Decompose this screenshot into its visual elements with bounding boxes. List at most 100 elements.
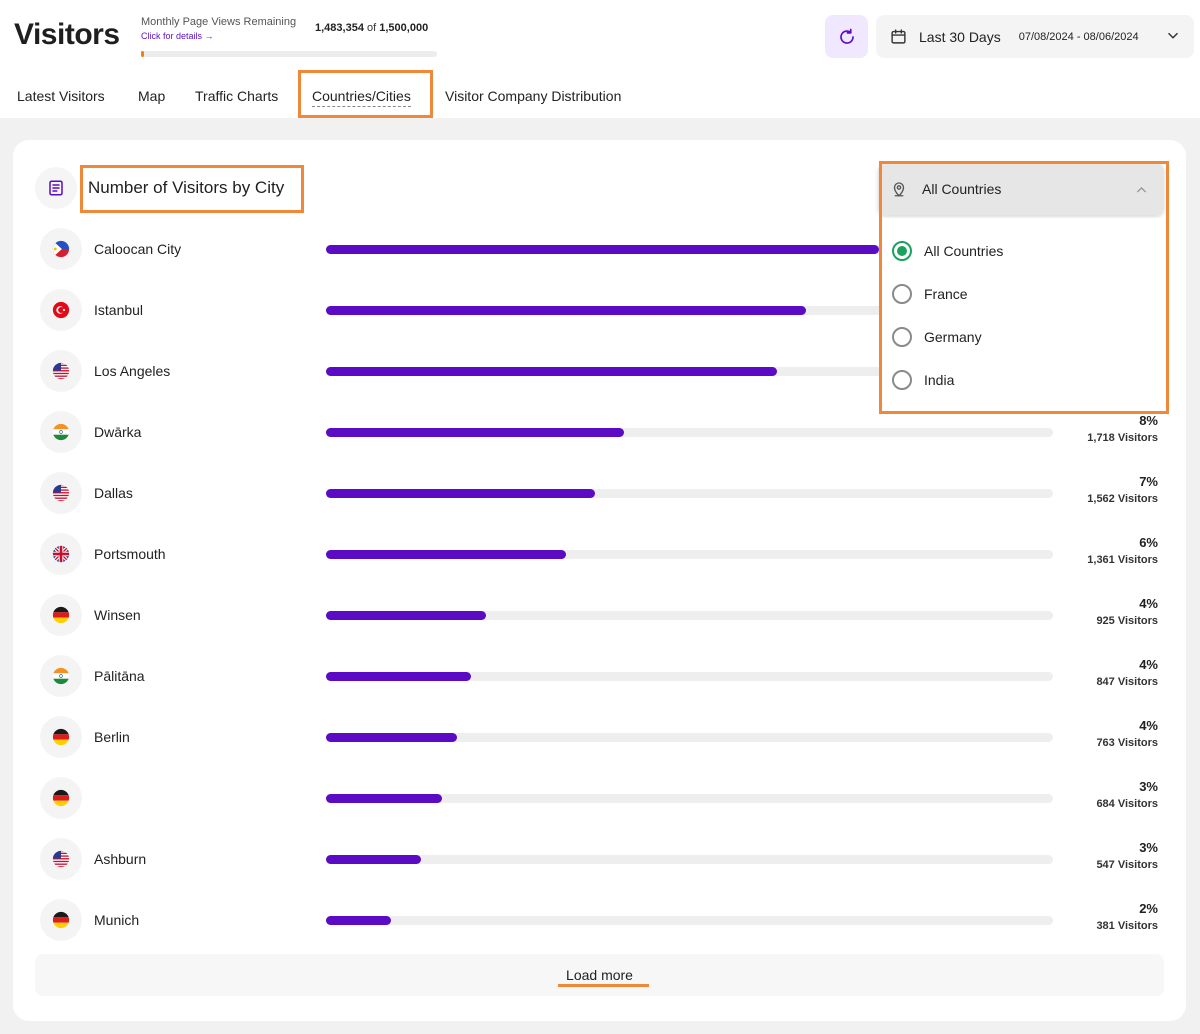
date-range-picker[interactable]: Last 30 Days 07/08/2024 - 08/06/2024 [876,15,1194,58]
city-bar-fill [326,489,595,498]
city-bar-track [326,794,1053,803]
city-bar-fill [326,733,457,742]
city-bar-fill [326,916,392,925]
city-bar-fill [326,550,566,559]
city-name: Istanbul [94,302,144,318]
country-filter-highlight [879,161,1169,414]
city-bar-fill [326,367,777,376]
country-option-france[interactable]: France [892,282,968,306]
city-name: Los Angeles [94,363,171,379]
usa-flag-icon [52,850,70,868]
city-name: Dallas [94,485,133,501]
city-visitors: 684 Visitors [1096,798,1158,810]
quota-progress-bar [141,51,437,57]
refresh-button[interactable] [825,15,868,58]
india-flag-icon [52,667,70,685]
city-row: Pālitāna 4% 847 Visitors [0,655,1200,716]
city-row: Berlin 4% 763 Visitors [0,716,1200,777]
city-row: Dallas 7% 1,562 Visitors [0,472,1200,533]
tab-visitor-company-distribution[interactable]: Visitor Company Distribution [445,88,622,104]
city-name: Dwārka [94,424,142,440]
germany-flag-icon [52,728,70,746]
city-bar-track [326,428,1053,437]
city-row: Munich 2% 381 Visitors [0,899,1200,960]
header: Visitors Monthly Page Views Remaining Cl… [0,0,1200,118]
report-icon [49,180,63,196]
germany-flag-icon [52,789,70,807]
tab-traffic-charts[interactable]: Traffic Charts [195,88,279,104]
radio-india[interactable] [892,370,912,390]
flag-badge [40,289,82,331]
city-percent: 7% [1139,474,1158,489]
germany-flag-icon [52,911,70,929]
quota-used: 1,483,354 [315,22,364,34]
flag-badge [40,350,82,392]
load-more-highlight [558,984,649,987]
city-bar-track [326,306,1053,315]
city-row: Winsen 4% 925 Visitors [0,594,1200,655]
chevron-up-icon [1137,187,1146,193]
city-row: Los Angeles [0,350,1200,411]
city-row: Dwārka 8% 1,718 Visitors [0,411,1200,472]
quota-value: 1,483,354 of 1,500,000 [315,22,428,34]
date-range-label: Last 30 Days [919,28,1001,45]
city-name: Portsmouth [94,546,166,562]
city-bar-track [326,672,1053,681]
city-bar-fill [326,611,486,620]
refresh-icon [839,28,854,44]
quota-progress-fill [141,51,145,57]
country-option-all-countries[interactable]: All Countries [892,239,1003,263]
tab-countries-cities[interactable]: Countries/Cities [312,88,411,107]
city-bar-fill [326,306,806,315]
city-visitors: 1,562 Visitors [1087,493,1158,505]
country-option-india[interactable]: India [892,368,954,392]
location-pin-icon [893,182,905,197]
active-tab-highlight [298,70,433,118]
city-bar-track [326,611,1053,620]
city-percent: 3% [1139,840,1158,855]
city-bar-track [326,245,1053,254]
radio-germany[interactable] [892,327,912,347]
city-percent: 4% [1139,657,1158,672]
city-percent: 6% [1139,535,1158,550]
india-flag-icon [52,423,70,441]
city-name: Pālitāna [94,668,145,684]
city-visitors: 381 Visitors [1096,920,1158,932]
chevron-down-icon [1168,32,1178,39]
city-row: Portsmouth 6% 1,361 Visitors [0,533,1200,594]
page-views-quota: Monthly Page Views Remaining Click for d… [141,16,441,57]
country-option-germany[interactable]: Germany [892,325,982,349]
flag-badge [40,411,82,453]
tab-bar: Latest Visitors Map Traffic Charts Count… [0,72,1200,118]
date-range-value: 07/08/2024 - 08/06/2024 [1018,30,1139,43]
city-name: Munich [94,912,140,928]
card-title-highlight [80,165,304,213]
radio-all-countries[interactable] [892,241,912,261]
usa-flag-icon [52,484,70,502]
load-more-button[interactable]: Load more [35,954,1164,996]
calendar-icon [891,29,906,44]
city-visitors: 1,361 Visitors [1087,554,1158,566]
city-bar-track [326,855,1053,864]
city-bar-track [326,733,1053,742]
city-bar-fill [326,428,625,437]
tab-map[interactable]: Map [138,88,166,104]
flag-badge [40,838,82,880]
city-bar-track [326,550,1053,559]
city-name: Caloocan City [94,241,182,257]
country-filter-dropdown[interactable]: All Countries [878,163,1164,215]
turkey-flag-icon [52,301,70,319]
quota-total: 1,500,000 [379,22,429,34]
card-icon [35,167,77,209]
city-visitors: 547 Visitors [1096,859,1158,871]
quota-details-link[interactable]: Click for details → [141,31,214,41]
city-bar-track [326,367,1053,376]
flag-badge [40,777,82,819]
quota-label: Monthly Page Views Remaining [141,16,297,28]
tab-latest-visitors[interactable]: Latest Visitors [17,88,105,104]
radio-france[interactable] [892,284,912,304]
city-name: Winsen [94,607,141,623]
load-more-label: Load more [566,967,633,983]
flag-badge [40,655,82,697]
city-row: Istanbul [0,289,1200,350]
